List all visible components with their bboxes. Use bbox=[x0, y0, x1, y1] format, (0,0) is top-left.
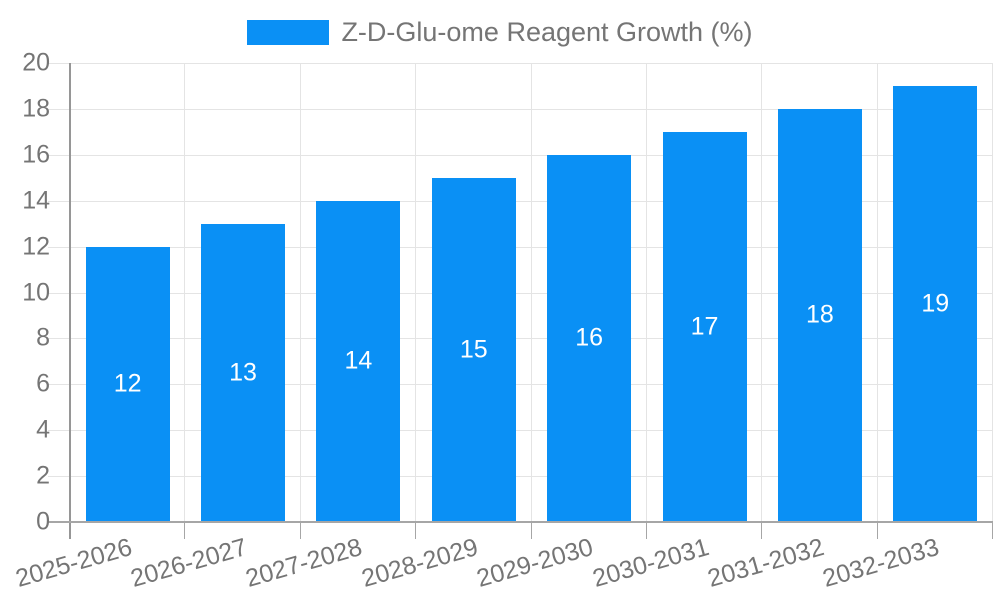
y-axis-tick-label: 10 bbox=[22, 278, 50, 306]
y-axis-tick-label: 6 bbox=[36, 369, 50, 398]
y-axis-tick-label: 18 bbox=[22, 94, 50, 123]
bar-value-label: 13 bbox=[229, 358, 257, 387]
y-axis-tick-label: 14 bbox=[22, 186, 50, 215]
h-gridline bbox=[48, 246, 993, 248]
x-axis-tick bbox=[299, 522, 301, 539]
x-axis-tick bbox=[184, 522, 186, 539]
x-axis-tick-label: 2032-2033 bbox=[819, 533, 943, 593]
y-axis-tick-label: 16 bbox=[22, 140, 50, 169]
bar-value-label: 17 bbox=[690, 312, 719, 341]
x-axis-tick bbox=[530, 522, 532, 539]
x-axis-tick-label: 2026-2027 bbox=[127, 533, 251, 593]
bar-value-label: 14 bbox=[344, 346, 373, 375]
bar-value-label: 18 bbox=[806, 300, 834, 329]
legend[interactable]: Z-D-Glu-ome Reagent Growth (%) bbox=[0, 17, 1000, 47]
x-axis-line bbox=[48, 521, 993, 523]
bar-2027-2028[interactable]: 14 bbox=[316, 200, 401, 522]
h-gridline bbox=[48, 200, 993, 202]
h-gridline bbox=[48, 154, 993, 156]
bar-2026-2027[interactable]: 13 bbox=[201, 223, 286, 522]
y-axis-line bbox=[69, 63, 71, 539]
legend-label: Z-D-Glu-ome Reagent Growth (%) bbox=[341, 17, 753, 47]
bar-2030-2031[interactable]: 17 bbox=[662, 131, 747, 522]
bar-2032-2033[interactable]: 19 bbox=[893, 85, 978, 522]
x-axis-tick bbox=[415, 522, 417, 539]
bar-value-label: 15 bbox=[459, 335, 488, 364]
v-gridline bbox=[530, 63, 532, 522]
bar-value-label: 19 bbox=[921, 289, 950, 318]
v-gridline bbox=[645, 63, 647, 522]
x-axis-tick bbox=[645, 522, 647, 539]
h-gridline bbox=[48, 476, 993, 478]
v-gridline bbox=[299, 63, 301, 522]
y-axis-tick-label: 4 bbox=[36, 415, 50, 444]
h-gridline bbox=[48, 384, 993, 386]
h-gridline bbox=[48, 63, 993, 64]
h-gridline bbox=[48, 108, 993, 110]
bar-2025-2026[interactable]: 12 bbox=[85, 246, 170, 522]
h-gridline bbox=[48, 430, 993, 432]
x-axis-tick bbox=[876, 522, 878, 539]
bar-value-label: 16 bbox=[575, 323, 604, 352]
y-axis-tick-label: 2 bbox=[36, 461, 50, 490]
bar-2029-2030[interactable]: 16 bbox=[547, 154, 632, 522]
h-gridline bbox=[48, 338, 993, 340]
x-axis-tick bbox=[761, 522, 763, 539]
x-axis-tick-label: 2029-2030 bbox=[473, 533, 597, 593]
y-axis-tick-label: 0 bbox=[36, 507, 50, 536]
x-axis-tick-label: 2027-2028 bbox=[242, 533, 366, 593]
y-axis-tick-label: 12 bbox=[22, 232, 50, 261]
v-gridline bbox=[992, 63, 993, 522]
h-gridline bbox=[48, 292, 993, 294]
x-axis-tick-label: 2031-2032 bbox=[704, 533, 828, 593]
v-gridline bbox=[184, 63, 186, 522]
bar-2028-2029[interactable]: 15 bbox=[431, 177, 516, 522]
plot-area: 12 13 14 15 16 17 18 19 0 2 4 6 8 10 12 14 16 18 20 2025-… bbox=[12, 50, 993, 593]
y-axis-tick-label: 20 bbox=[22, 48, 50, 77]
x-axis-tick-label: 2025-2026 bbox=[12, 533, 135, 593]
x-axis-tick bbox=[992, 522, 993, 539]
bar-value-label: 12 bbox=[113, 369, 142, 398]
y-axis-tick-label: 8 bbox=[36, 323, 50, 352]
bar-2031-2032[interactable]: 18 bbox=[777, 108, 862, 522]
v-gridline bbox=[415, 63, 417, 522]
x-axis-tick-label: 2030-2031 bbox=[589, 533, 712, 593]
v-gridline bbox=[876, 63, 878, 522]
x-axis-tick-label: 2028-2029 bbox=[358, 533, 481, 593]
v-gridline bbox=[761, 63, 763, 522]
legend-swatch[interactable] bbox=[247, 20, 330, 45]
